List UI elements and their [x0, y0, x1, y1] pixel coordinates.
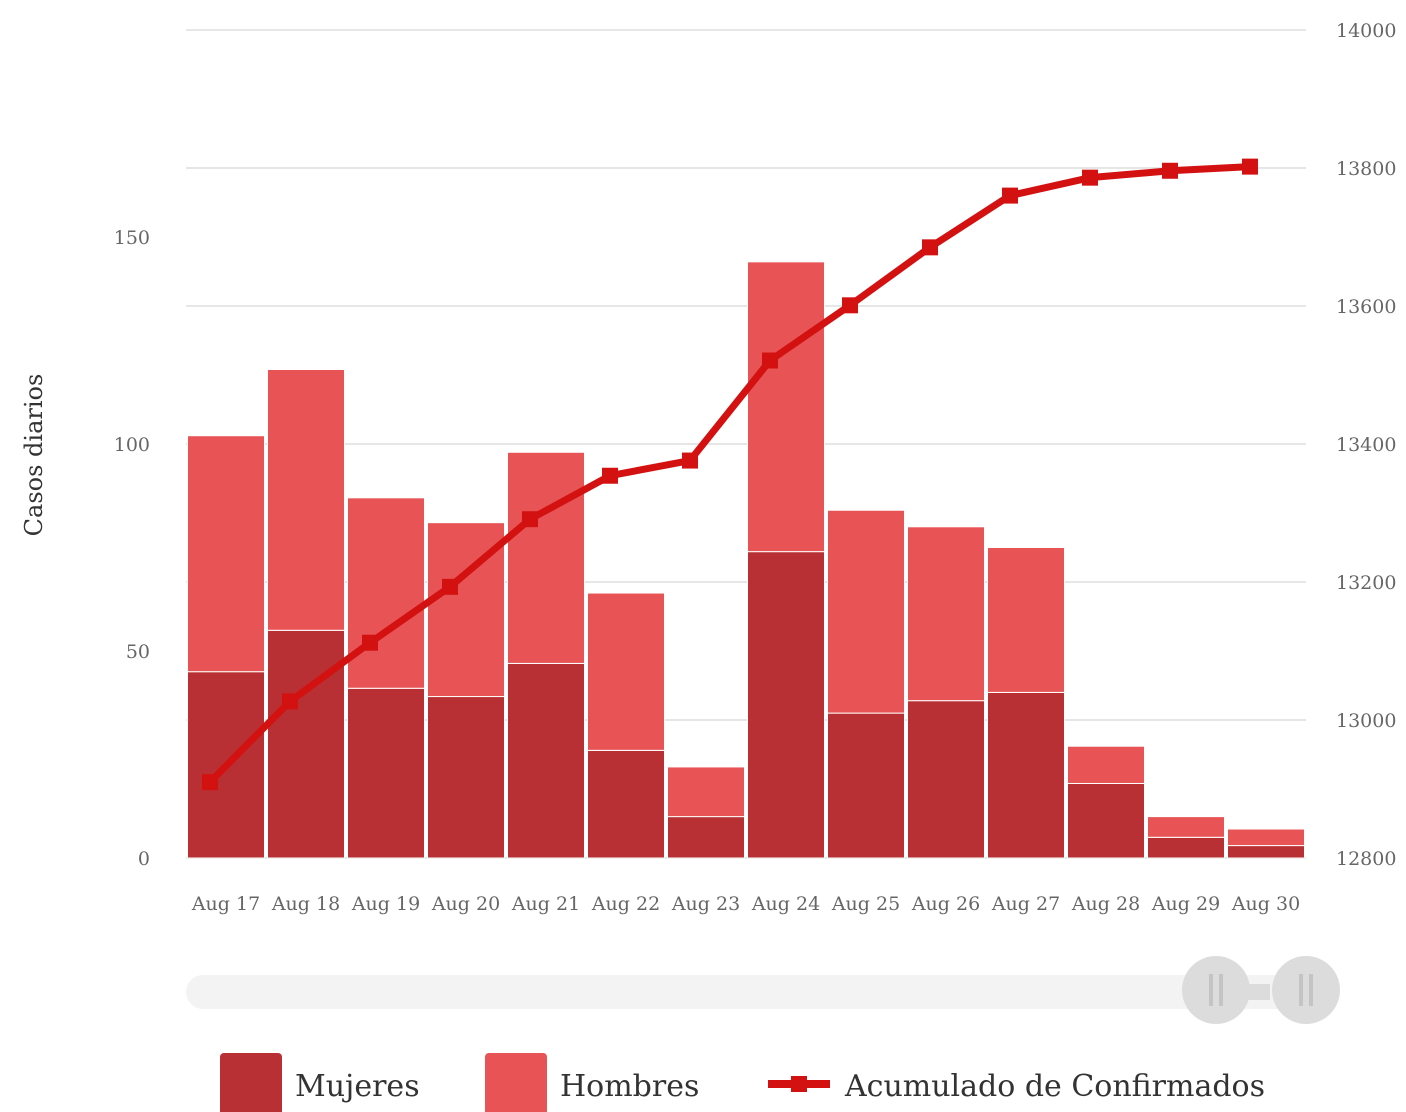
navigator-connector[interactable]: [1248, 984, 1270, 1000]
point-acumulado[interactable]: [442, 578, 458, 595]
bar-mujeres[interactable]: [907, 700, 985, 859]
cumulative-line: [202, 158, 1258, 791]
navigator-left-handle[interactable]: [1182, 956, 1250, 1024]
legend-marker-acumulado: [791, 1076, 807, 1092]
x-tick-label: Aug 23: [671, 893, 740, 915]
y2-tick-label: 13000: [1336, 710, 1396, 732]
x-axis-ticks: Aug 17 Aug 18 Aug 19 Aug 20 Aug 21 Aug 22 Aug …: [191, 893, 1300, 915]
legend-swatch-hombres: [485, 1053, 547, 1112]
y2-tick-label: 13800: [1336, 158, 1396, 180]
legend-item-hombres[interactable]: Hombres: [485, 1053, 699, 1112]
x-tick-label: Aug 28: [1071, 893, 1140, 915]
x-tick-label: Aug 25: [831, 893, 900, 915]
point-acumulado[interactable]: [682, 452, 698, 469]
y2-tick-label: 14000: [1336, 20, 1396, 42]
bar-mujeres[interactable]: [987, 691, 1065, 859]
bar-mujeres[interactable]: [747, 551, 825, 859]
x-tick-label: Aug 24: [751, 893, 820, 915]
point-acumulado[interactable]: [1002, 187, 1018, 204]
y-tick-label: 50: [126, 641, 150, 663]
bar-hombres[interactable]: [347, 497, 425, 689]
legend-item-acumulado[interactable]: Acumulado de Confirmados: [768, 1069, 1265, 1104]
legend-label-acumulado: Acumulado de Confirmados: [844, 1069, 1265, 1104]
legend-label-hombres: Hombres: [560, 1069, 699, 1104]
legend-swatch-mujeres: [220, 1053, 282, 1112]
x-tick-label: Aug 21: [511, 893, 580, 915]
y2-tick-label: 12800: [1336, 848, 1396, 870]
bar-mujeres[interactable]: [507, 662, 585, 859]
bar-hombres[interactable]: [507, 451, 585, 664]
y-axis-label: Casos diarios: [20, 374, 48, 537]
y-tick-label: 0: [138, 848, 150, 870]
navigator-right-handle[interactable]: [1272, 956, 1340, 1024]
bar-hombres[interactable]: [187, 435, 265, 673]
bar-hombres[interactable]: [587, 592, 665, 751]
range-navigator[interactable]: [186, 956, 1340, 1024]
point-acumulado[interactable]: [202, 774, 218, 791]
x-tick-label: Aug 19: [351, 893, 420, 915]
bar-hombres[interactable]: [1147, 816, 1225, 838]
point-acumulado[interactable]: [602, 467, 618, 484]
bar-hombres[interactable]: [827, 509, 905, 714]
bar-hombres[interactable]: [1227, 828, 1305, 847]
legend-item-mujeres[interactable]: Mujeres: [220, 1053, 420, 1112]
x-tick-label: Aug 29: [1151, 893, 1220, 915]
y2-tick-label: 13400: [1336, 434, 1396, 456]
bar-hombres[interactable]: [667, 766, 745, 818]
y2-tick-label: 13600: [1336, 296, 1396, 318]
point-acumulado[interactable]: [282, 693, 298, 710]
x-tick-label: Aug 30: [1231, 893, 1300, 915]
bar-mujeres[interactable]: [267, 629, 345, 859]
bars: [187, 261, 1305, 859]
bar-hombres[interactable]: [907, 526, 985, 702]
y-axis-right-ticks: 12800 13000 13200 13400 13600 13800 14000: [1336, 20, 1396, 870]
line-acumulado: [207, 163, 1251, 785]
x-tick-label: Aug 26: [911, 893, 980, 915]
point-acumulado[interactable]: [522, 511, 538, 528]
bar-mujeres[interactable]: [1147, 836, 1225, 859]
bar-hombres[interactable]: [987, 547, 1065, 693]
point-acumulado[interactable]: [362, 634, 378, 651]
bar-mujeres[interactable]: [1227, 845, 1305, 859]
point-acumulado[interactable]: [922, 239, 938, 256]
point-acumulado[interactable]: [762, 352, 778, 369]
x-tick-label: Aug 17: [191, 893, 260, 915]
x-tick-label: Aug 27: [991, 893, 1060, 915]
x-tick-label: Aug 20: [431, 893, 500, 915]
bar-mujeres[interactable]: [587, 749, 665, 859]
y-axis-left-ticks: 0 50 100 150: [114, 227, 150, 870]
bar-mujeres[interactable]: [827, 712, 905, 859]
legend-label-mujeres: Mujeres: [295, 1069, 420, 1104]
bar-mujeres[interactable]: [667, 816, 745, 859]
y-tick-label: 150: [114, 227, 150, 249]
bar-hombres[interactable]: [747, 261, 825, 553]
x-tick-label: Aug 18: [271, 893, 340, 915]
y-tick-label: 100: [114, 434, 150, 456]
bar-mujeres[interactable]: [427, 696, 505, 859]
point-acumulado[interactable]: [1242, 158, 1258, 175]
bar-hombres[interactable]: [267, 368, 345, 631]
navigator-track[interactable]: [186, 975, 1306, 1009]
bar-mujeres[interactable]: [347, 687, 425, 859]
legend: Mujeres Hombres Acumulado de Confirmados: [220, 1053, 1265, 1112]
point-acumulado[interactable]: [1162, 162, 1178, 179]
x-tick-label: Aug 22: [591, 893, 660, 915]
point-acumulado[interactable]: [1082, 169, 1098, 186]
bar-hombres[interactable]: [1067, 745, 1145, 784]
bar-mujeres[interactable]: [1067, 782, 1145, 859]
y2-tick-label: 13200: [1336, 572, 1396, 594]
point-acumulado[interactable]: [842, 297, 858, 314]
